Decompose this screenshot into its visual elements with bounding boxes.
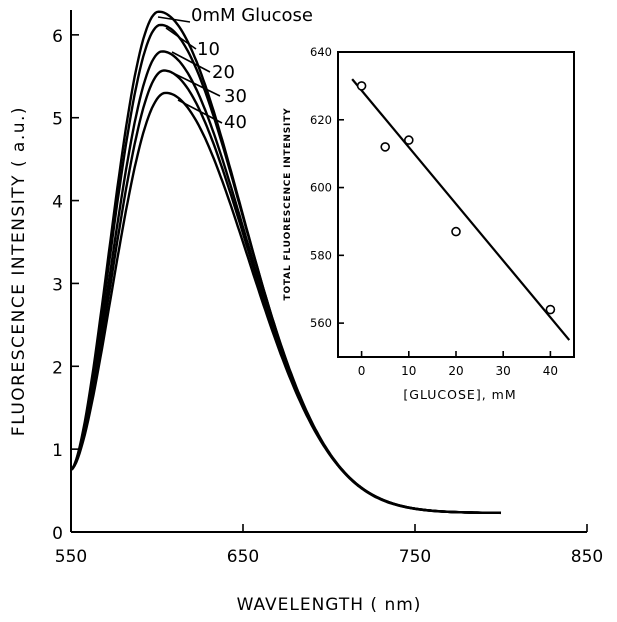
main-x-tick-label: 650 <box>227 547 259 567</box>
main-y-tick-label: 0 <box>52 524 63 544</box>
curve-label: 10 <box>197 39 220 60</box>
curve-label: 40 <box>224 112 247 133</box>
curve-leader-line <box>171 51 211 73</box>
curve-leader-line <box>174 73 221 97</box>
inset-x-axis-label: [GLUCOSE], mM <box>403 387 516 402</box>
main-y-axis-label: FLUORESCENCE INTENSITY ( a.u.) <box>9 106 29 436</box>
curve-leader-line <box>157 16 191 23</box>
main-x-tick-label: 550 <box>55 547 87 567</box>
inset-data-point <box>545 304 556 315</box>
main-y-tick-label: 1 <box>52 441 63 461</box>
inset-x-tick-label: 30 <box>496 364 511 378</box>
inset-data-point <box>403 135 414 145</box>
curve-label: 30 <box>224 86 247 107</box>
inset-y-tick-label: 640 <box>310 45 332 59</box>
curve-leader-line <box>177 99 223 124</box>
inset-data-point <box>356 81 367 91</box>
curve-label: 20 <box>212 62 235 83</box>
main-x-tick-label: 850 <box>571 547 603 567</box>
main-x-tick-label: 750 <box>399 547 431 567</box>
inset-y-tick-label: 600 <box>310 181 332 195</box>
inset-x-tick-label: 10 <box>401 364 416 378</box>
main-y-tick-label: 4 <box>52 193 63 213</box>
main-y-tick-label: 2 <box>52 358 63 378</box>
main-y-tick-label: 5 <box>52 110 63 130</box>
inset-data-point <box>451 226 461 237</box>
inset-x-tick-label: 20 <box>448 364 463 378</box>
main-y-tick-label: 3 <box>52 275 63 295</box>
inset-data-point <box>380 142 391 152</box>
inset-y-tick-label: 580 <box>310 248 332 262</box>
curve-leader-line <box>165 27 197 50</box>
inset-fit-line <box>351 78 571 341</box>
curve-label: 0mM Glucose <box>191 5 313 26</box>
inset-y-axis-label: TOTAL FLUORESCENCE INTENSITY <box>283 108 293 301</box>
main-y-tick-label: 6 <box>52 27 63 47</box>
inset-y-tick-label: 620 <box>310 113 332 127</box>
inset-x-tick-label: 40 <box>543 364 558 378</box>
main-x-axis-label: WAVELENGTH ( nm) <box>237 595 422 615</box>
inset-x-tick-label: 0 <box>358 364 366 378</box>
inset-y-tick-label: 560 <box>310 316 332 330</box>
spectrum-curve <box>70 91 501 514</box>
